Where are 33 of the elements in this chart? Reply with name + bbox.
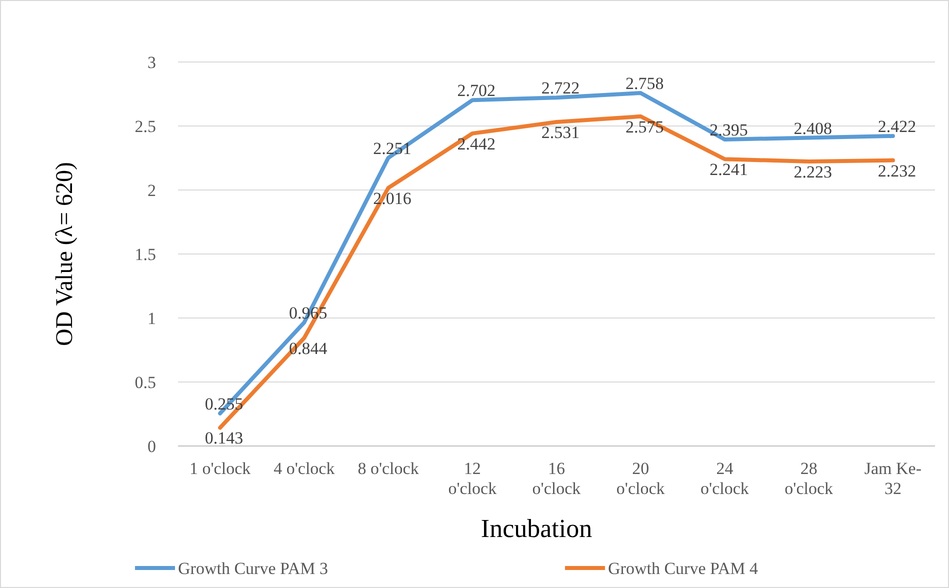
data-label: 2.422 xyxy=(878,116,916,136)
y-tick-label: 1 xyxy=(148,308,156,328)
data-label: 2.408 xyxy=(794,118,832,138)
y-tick-label: 1.5 xyxy=(134,244,156,264)
legend-label: Growth Curve PAM 4 xyxy=(608,558,759,578)
data-label: 0.143 xyxy=(204,428,244,448)
data-label: 2.531 xyxy=(541,123,580,142)
x-tick-label: 16 o'clock xyxy=(532,459,582,498)
data-label: 2.232 xyxy=(878,161,916,180)
x-tick-label: 28 o'clock xyxy=(784,459,834,498)
y-tick-label: 2 xyxy=(148,180,156,200)
data-label: 2.395 xyxy=(710,120,748,140)
x-tick-label: 24 o'clock xyxy=(700,459,750,498)
data-label: 2.722 xyxy=(541,78,580,98)
legend-label: Growth Curve PAM 3 xyxy=(178,558,328,578)
x-tick-label: 1 o'clock xyxy=(189,459,252,478)
x-tick-label: 12 o'clock xyxy=(448,459,498,498)
data-label: 2.575 xyxy=(625,117,664,136)
x-tick-label: 4 o'clock xyxy=(274,459,336,478)
y-tick-label: 0.5 xyxy=(134,372,156,392)
data-label: 2.442 xyxy=(457,134,496,154)
x-tick-label: Jam Ke-32 xyxy=(864,459,922,498)
x-tick-label: 8 o'clock xyxy=(358,459,420,478)
y-axis-title: OD Value (λ= 620) xyxy=(52,162,78,346)
y-tick-label: 0 xyxy=(148,436,156,456)
data-label: 2.702 xyxy=(457,81,496,100)
x-axis-title: Incubation xyxy=(480,514,592,543)
x-tick-label: 20 o'clock xyxy=(616,459,666,498)
data-label: 2.223 xyxy=(794,162,832,182)
y-tick-label: 3 xyxy=(148,52,156,72)
data-label: 2.241 xyxy=(710,160,748,180)
y-tick-label: 2.5 xyxy=(134,116,156,136)
data-label: 2.758 xyxy=(625,74,664,93)
